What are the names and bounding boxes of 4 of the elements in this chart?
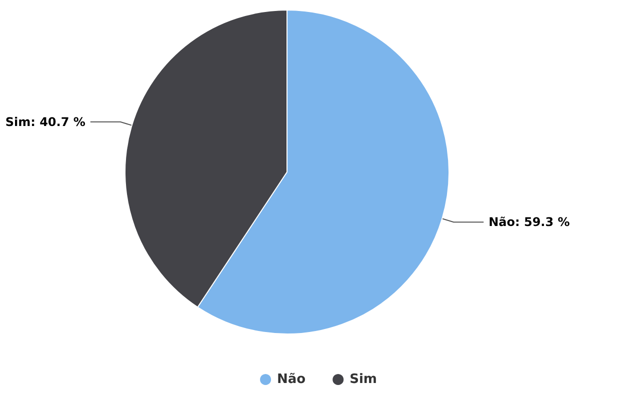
legend-label: Não — [277, 372, 306, 387]
data-label: Sim: 40.7 % — [5, 114, 86, 129]
data-label: Não: 59.3 % — [488, 215, 570, 230]
legend-label: Sim — [350, 372, 377, 387]
